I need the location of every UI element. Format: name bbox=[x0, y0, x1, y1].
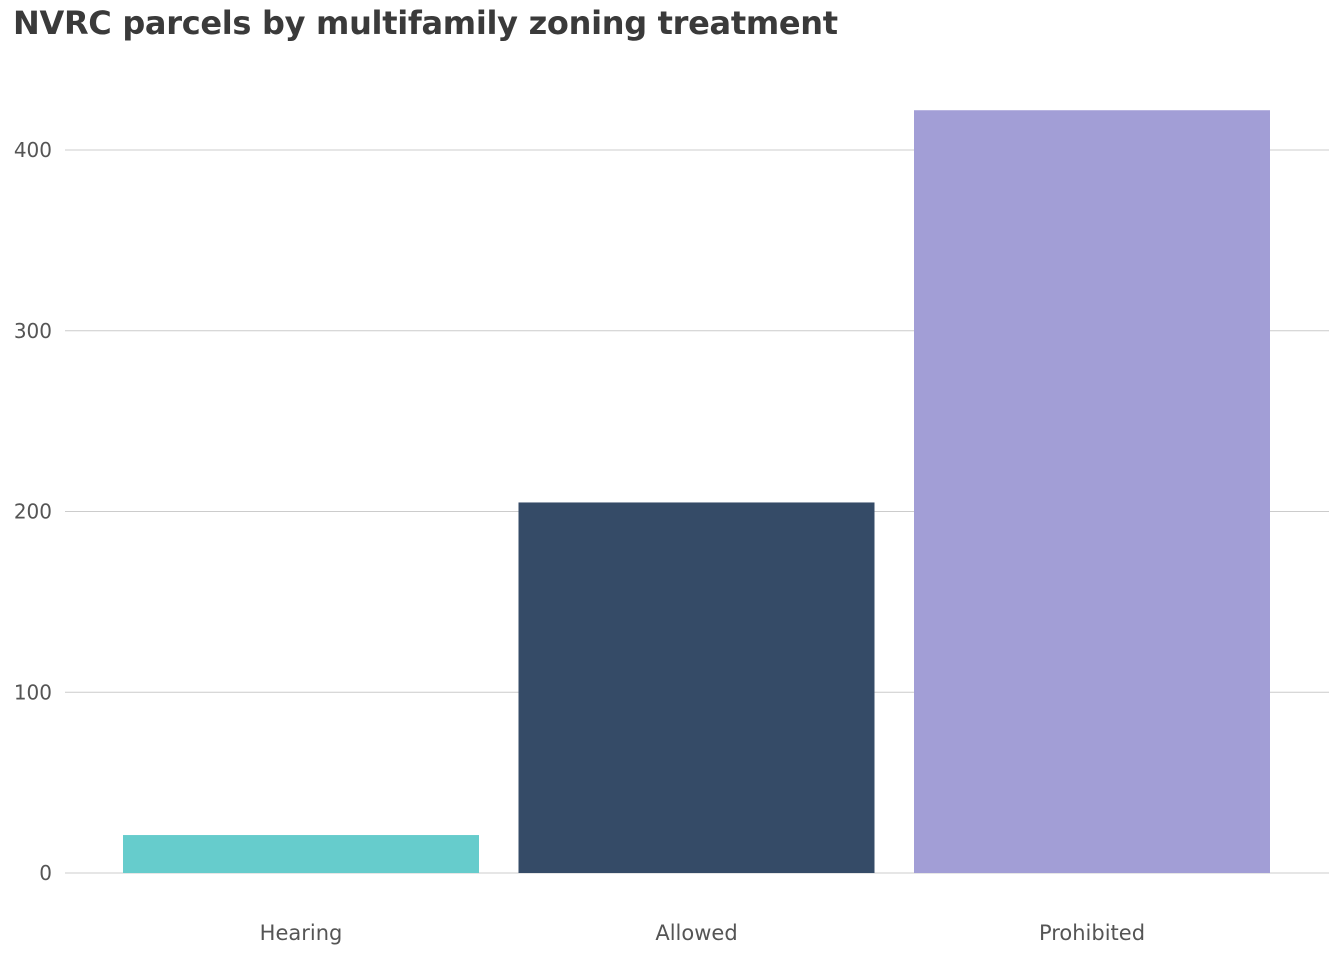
x-axis-labels: Hearing Allowed Prohibited bbox=[260, 921, 1145, 945]
y-axis-ticks: 0 100 200 300 400 bbox=[14, 138, 52, 885]
bars bbox=[123, 110, 1270, 874]
bar-allowed bbox=[518, 502, 875, 873]
bar-prohibited bbox=[914, 110, 1270, 874]
y-tick-label: 0 bbox=[39, 861, 52, 885]
y-tick-label: 400 bbox=[14, 138, 52, 162]
bar-hearing bbox=[123, 835, 479, 873]
chart-title: NVRC parcels by multifamily zoning treat… bbox=[13, 4, 838, 42]
y-tick-label: 300 bbox=[14, 319, 52, 343]
x-tick-label-hearing: Hearing bbox=[260, 921, 343, 945]
x-tick-label-prohibited: Prohibited bbox=[1039, 921, 1145, 945]
y-tick-label: 100 bbox=[14, 680, 52, 704]
x-tick-label-allowed: Allowed bbox=[655, 921, 737, 945]
y-tick-label: 200 bbox=[14, 500, 52, 524]
